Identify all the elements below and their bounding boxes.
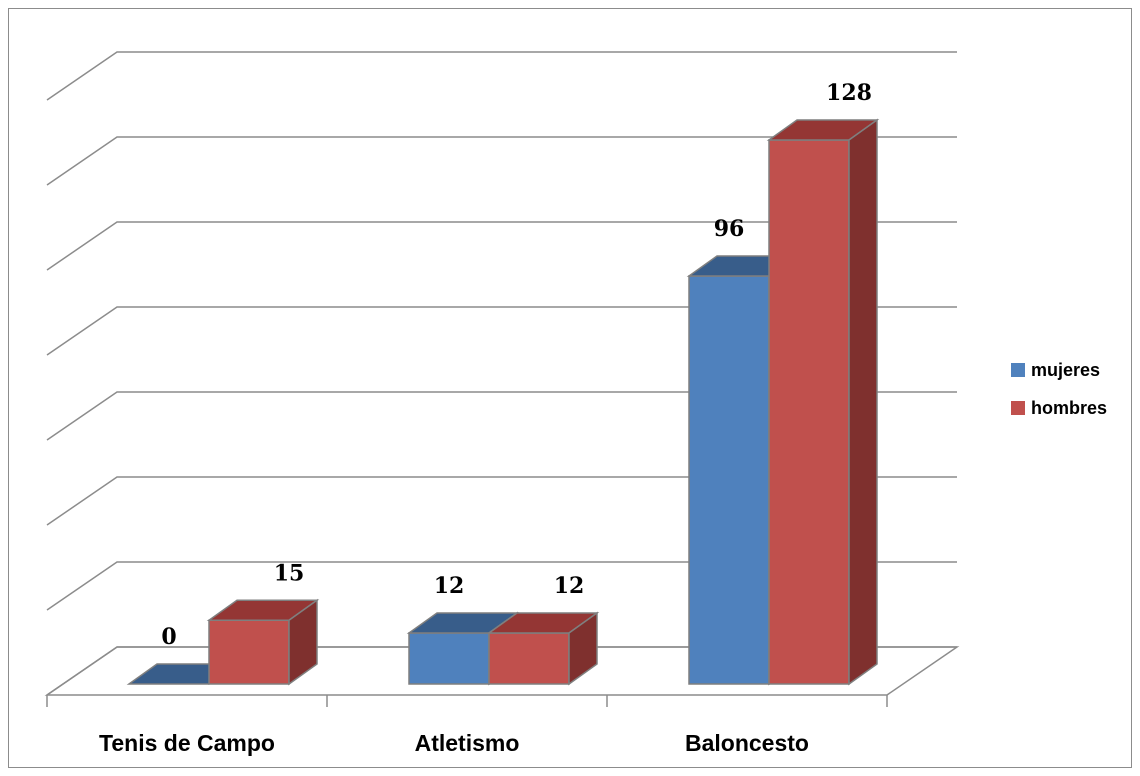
data-label: 12 bbox=[434, 573, 465, 599]
legend-label: mujeres bbox=[1031, 360, 1100, 380]
x-axis: Tenis de Campo Atletismo Baloncesto bbox=[46, 695, 888, 756]
data-label: 0 bbox=[161, 624, 176, 650]
bar-front bbox=[688, 275, 770, 685]
data-labels: 0 15 12 12 96 128 bbox=[161, 80, 872, 650]
gridline bbox=[46, 561, 957, 611]
bar-side bbox=[848, 118, 878, 686]
gridline bbox=[46, 221, 957, 271]
data-label: 15 bbox=[274, 560, 305, 586]
gridline bbox=[46, 391, 957, 441]
data-label: 128 bbox=[826, 80, 872, 106]
legend-swatch bbox=[1011, 401, 1025, 415]
legend-label: hombres bbox=[1031, 398, 1107, 418]
bar-side bbox=[288, 598, 318, 686]
bar bbox=[766, 118, 880, 686]
chart-area: Tenis de Campo Atletismo Baloncesto 0 15 12 1… bbox=[8, 8, 1132, 768]
bar-chart: Tenis de Campo Atletismo Baloncesto 0 15 12 1… bbox=[44, 51, 1107, 756]
gridline bbox=[46, 51, 957, 101]
x-tick-label: Atletismo bbox=[415, 730, 520, 756]
legend: mujeres hombres bbox=[1011, 360, 1107, 418]
x-tick-label: Tenis de Campo bbox=[99, 730, 275, 756]
bar-front bbox=[768, 139, 850, 685]
gridline bbox=[46, 136, 957, 186]
data-label: 96 bbox=[714, 216, 745, 242]
bar-front bbox=[208, 619, 290, 685]
bar bbox=[486, 611, 600, 686]
bars bbox=[126, 118, 880, 686]
bar-front bbox=[488, 632, 570, 685]
gridline bbox=[46, 306, 957, 356]
gridline bbox=[46, 476, 957, 526]
bar-side bbox=[568, 611, 598, 686]
legend-swatch bbox=[1011, 363, 1025, 377]
gridlines bbox=[46, 51, 957, 696]
data-label: 12 bbox=[554, 573, 585, 599]
x-tick-label: Baloncesto bbox=[685, 730, 809, 756]
bar-front bbox=[408, 632, 490, 685]
bar bbox=[206, 598, 320, 686]
